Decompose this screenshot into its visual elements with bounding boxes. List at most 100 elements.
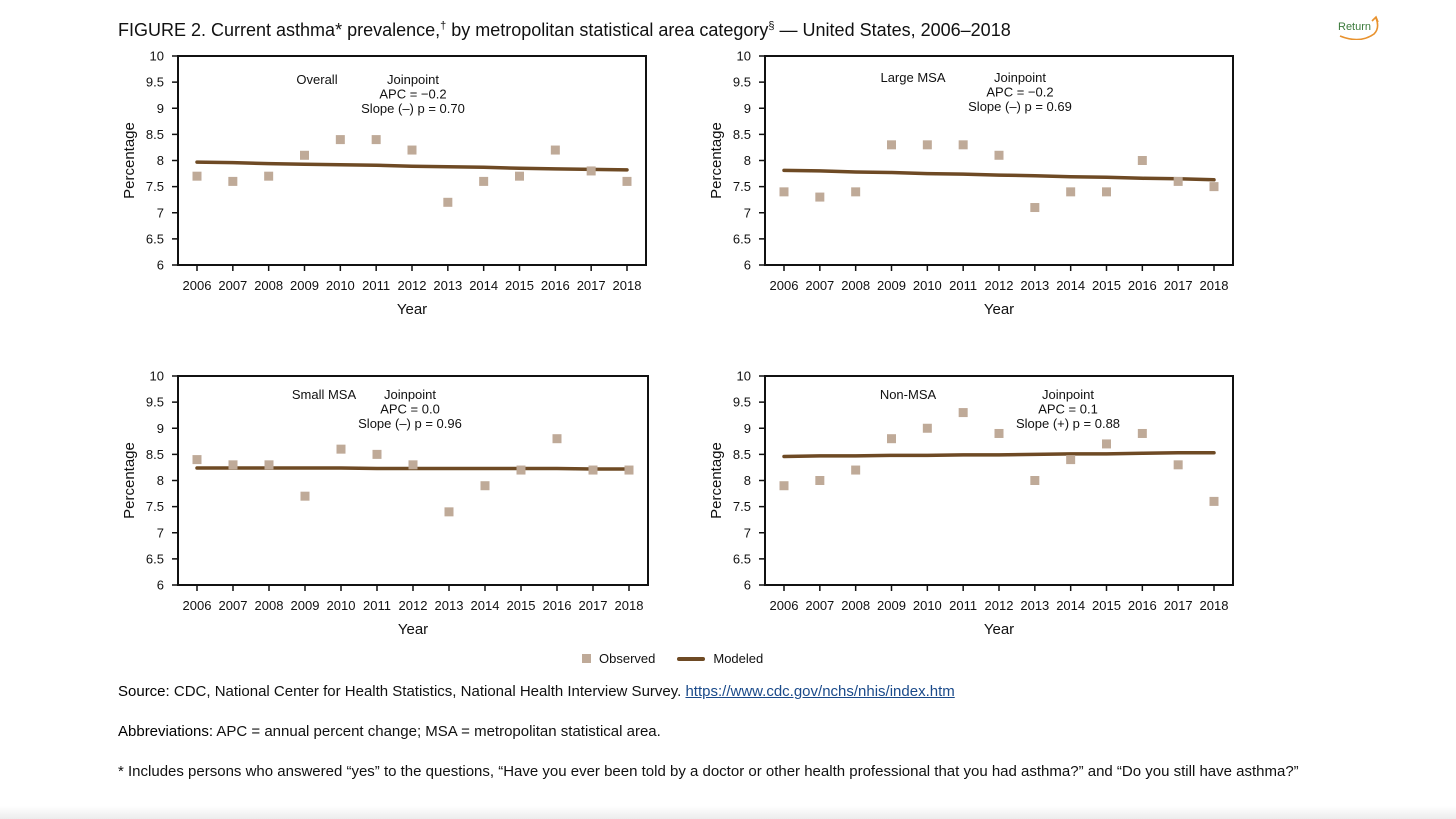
observed-point xyxy=(779,481,789,491)
panel-label: Small MSA xyxy=(292,387,357,402)
observed-point xyxy=(922,423,932,433)
x-tick-label: 2014 xyxy=(1056,278,1085,293)
x-tick-label: 2008 xyxy=(254,278,283,293)
y-tick-label: 6 xyxy=(744,258,751,273)
y-tick-label: 9 xyxy=(744,101,751,116)
y-axis-label: Percentage xyxy=(121,442,138,519)
source-text: CDC, National Center for Health Statisti… xyxy=(169,683,686,700)
y-tick-label: 7.5 xyxy=(146,179,164,194)
observed-point xyxy=(371,135,381,145)
observed-point xyxy=(622,176,632,186)
x-tick-label: 2007 xyxy=(805,278,834,293)
observed-point xyxy=(1102,439,1111,449)
y-tick-label: 6.5 xyxy=(146,231,164,246)
x-tick-label: 2009 xyxy=(877,598,906,613)
return-arrow-icon xyxy=(1339,15,1379,40)
observed-point xyxy=(994,150,1004,160)
observed-point xyxy=(1173,176,1183,186)
return-link[interactable]: Return xyxy=(1336,14,1380,40)
x-tick-label: 2010 xyxy=(327,598,356,613)
observed-point xyxy=(588,465,598,475)
source-link[interactable]: https://www.cdc.gov/nchs/nhis/index.htm xyxy=(685,683,955,700)
observed-point xyxy=(887,434,896,444)
x-tick-label: 2010 xyxy=(913,598,942,613)
observed-point xyxy=(1066,187,1076,197)
abbreviations-label: Abbreviations: xyxy=(118,723,214,740)
x-tick-label: 2013 xyxy=(1020,598,1049,613)
x-tick-label: 2008 xyxy=(841,598,870,613)
y-tick-label: 7 xyxy=(744,525,751,540)
x-tick-label: 2016 xyxy=(1128,598,1157,613)
x-tick-label: 2015 xyxy=(505,278,534,293)
observed-point xyxy=(480,481,490,491)
y-tick-label: 6.5 xyxy=(733,231,751,246)
chart-grid: 6 6.5 7 7.5 8 8.5 9 9.5 10 2006 2007 2008 2009 2010 20… xyxy=(121,49,1234,638)
y-tick-label: 8.5 xyxy=(733,447,751,462)
observed-point xyxy=(407,145,417,155)
y-axis-label: Percentage xyxy=(708,442,725,519)
source-note: Source: CDC, National Center for Health … xyxy=(118,681,955,702)
observed-point xyxy=(336,444,346,454)
panel-label: Non-MSA xyxy=(880,387,937,402)
observed-point xyxy=(958,408,968,418)
observed-point xyxy=(228,460,238,470)
x-tick-label: 2017 xyxy=(1164,598,1193,613)
joinpoint-annotation-line: Joinpoint xyxy=(994,70,1046,85)
y-tick-label: 8.5 xyxy=(146,127,164,142)
y-tick-label: 7 xyxy=(157,525,164,540)
observed-point xyxy=(851,465,861,475)
observed-point xyxy=(335,135,345,145)
observed-point xyxy=(815,192,825,202)
joinpoint-annotation-line: Joinpoint xyxy=(1042,387,1094,402)
x-tick-label: 2007 xyxy=(218,278,247,293)
joinpoint-annotation-line: Slope (–) p = 0.70 xyxy=(361,101,465,116)
legend-observed-marker xyxy=(582,654,591,663)
x-tick-label: 2014 xyxy=(471,598,500,613)
y-tick-label: 9.5 xyxy=(733,395,751,410)
x-tick-label: 2009 xyxy=(290,278,319,293)
observed-point xyxy=(264,171,274,181)
x-tick-label: 2015 xyxy=(1092,278,1121,293)
observed-point xyxy=(443,197,453,207)
observed-point xyxy=(958,140,968,150)
y-tick-label: 6 xyxy=(744,578,751,593)
x-axis-label: Year xyxy=(398,621,428,638)
joinpoint-annotation-line: Slope (+) p = 0.88 xyxy=(1016,416,1120,431)
y-tick-label: 8 xyxy=(744,153,751,168)
observed-point xyxy=(1137,156,1147,165)
observed-point xyxy=(994,428,1004,438)
observed-point xyxy=(1173,460,1183,470)
title-dagger: † xyxy=(440,20,447,32)
x-tick-label: 2007 xyxy=(805,598,834,613)
joinpoint-annotation-line: Joinpoint xyxy=(387,72,439,87)
observed-point xyxy=(815,476,825,485)
observed-point xyxy=(300,491,310,501)
plot-frame xyxy=(764,375,1234,586)
abbreviations-note: Abbreviations: APC = annual percent chan… xyxy=(118,721,661,742)
x-tick-label: 2013 xyxy=(433,278,462,293)
figure-title: FIGURE 2. Current asthma* prevalence,† b… xyxy=(118,14,1011,42)
y-tick-label: 8.5 xyxy=(733,127,751,142)
observed-point xyxy=(479,176,489,186)
x-tick-label: 2018 xyxy=(613,278,642,293)
x-tick-label: 2009 xyxy=(291,598,320,613)
y-tick-label: 9 xyxy=(157,101,164,116)
y-tick-label: 6 xyxy=(157,258,164,273)
observed-point xyxy=(444,507,454,517)
observed-point xyxy=(300,150,309,160)
return-label: Return xyxy=(1338,21,1372,33)
x-tick-label: 2012 xyxy=(985,278,1014,293)
x-axis-label: Year xyxy=(397,301,427,318)
observed-point xyxy=(408,460,418,470)
panel-label: Overall xyxy=(296,72,337,87)
x-tick-label: 2008 xyxy=(841,278,870,293)
x-tick-label: 2014 xyxy=(1056,598,1085,613)
observed-point xyxy=(192,455,202,465)
x-tick-label: 2011 xyxy=(949,278,977,293)
title-suffix: — United States, 2006–2018 xyxy=(774,20,1011,40)
x-tick-label: 2013 xyxy=(435,598,464,613)
abbreviations-text: APC = annual percent change; MSA = metro… xyxy=(213,723,661,740)
x-tick-label: 2006 xyxy=(770,278,799,293)
y-tick-label: 10 xyxy=(737,369,751,384)
observed-point xyxy=(624,465,634,475)
